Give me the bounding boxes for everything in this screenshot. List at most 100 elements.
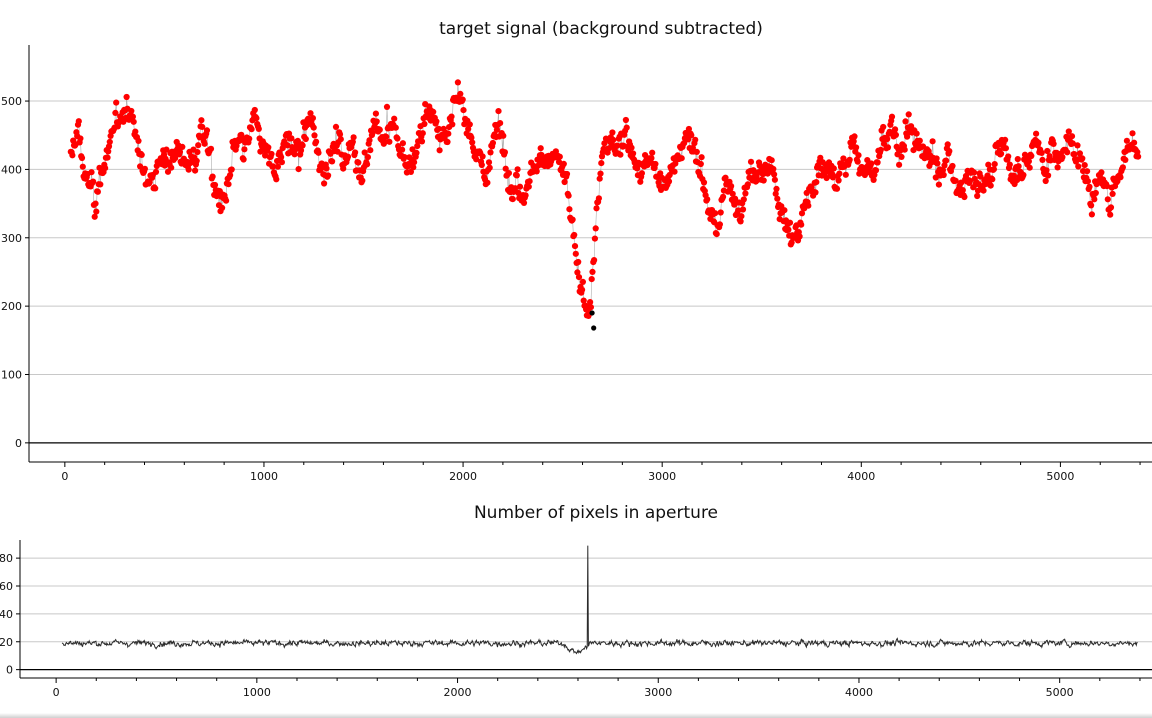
signal-point [284,142,291,149]
signal-point [179,143,186,150]
pixels-x-tick-label: 4000 [845,686,873,699]
signal-point [1050,140,1057,147]
signal-point [940,171,947,179]
signal-point [1131,139,1138,146]
signal-point [288,135,295,142]
signal-point [913,130,920,137]
signal-point [367,147,374,154]
signal-point [571,231,578,239]
signal-point [697,160,704,168]
signal-point [713,231,720,238]
signal-point [648,155,655,162]
signal-point [123,93,130,101]
signal-point [842,171,849,178]
signal-point [466,121,473,128]
signal-points [67,79,1142,319]
signal-point [649,149,656,156]
signal-point [591,257,598,264]
signal-point [737,218,744,225]
signal-point [512,185,519,192]
signal-point [1059,154,1066,161]
signal-point [364,154,371,161]
signal-point [1042,177,1049,185]
signal-point [176,148,183,156]
signal-point [990,166,998,173]
signal-point [225,181,232,188]
signal-point [738,213,745,220]
signal-point [722,174,729,181]
signal-point [1038,149,1045,156]
signal-point [1092,189,1099,197]
signal-point [888,113,896,120]
signal-point [1109,190,1116,197]
signal-point [421,120,428,128]
signal-point [413,149,420,156]
signal-point [830,165,837,172]
signal-point [274,163,281,170]
signal-point [77,135,84,142]
signal-point [1084,168,1091,175]
signal-point [195,142,202,149]
signal-point [555,158,563,166]
signal-point [1026,164,1033,171]
signal-point [991,161,998,168]
signal-point [172,155,179,162]
signal-point [943,157,950,164]
signal-point [448,113,455,120]
signal-point [961,193,968,201]
signal-point [681,140,688,147]
signal-point [593,205,600,212]
signal-point [846,156,853,163]
signal-point [1119,164,1126,171]
signal-point [449,121,456,128]
signal-point [270,163,277,170]
signal-point [1123,137,1130,144]
signal-point [575,258,582,266]
pixels-series-line [61,545,1138,655]
signal-point [1006,161,1013,168]
signal-point [970,169,978,176]
signal-point [1065,128,1072,135]
signal-point [513,172,520,179]
signal-point [90,178,97,185]
signal-point [652,160,659,168]
pixels-x-tick-label: 1000 [243,686,271,699]
signal-point [987,182,994,189]
signal-point [1081,162,1088,169]
signal-point [336,131,344,138]
pixels-panel: Number of pixels in aperture 0 20 40 60 80 0 1… [0,503,1152,699]
signal-point [525,183,532,190]
signal-point [1075,163,1082,170]
signal-point [251,106,258,114]
signal-point [896,161,903,168]
signal-point [1025,158,1032,165]
signal-point [884,144,892,151]
signal-point [373,118,380,125]
signal-point [112,109,119,116]
signal-point [337,136,344,143]
signal-x-tick-label: 4000 [847,470,875,483]
signal-point [78,154,86,162]
signal-point [610,136,617,143]
signal-point [572,250,579,257]
signal-point [796,233,803,240]
signal-point [484,179,491,186]
signal-point [870,176,877,183]
signal-x-tick-label: 0 [61,470,68,483]
signal-point [959,187,966,194]
signal-point [227,172,234,179]
signal-point [355,159,362,166]
signal-point [851,133,858,140]
signal-point [1098,169,1105,176]
signal-point [509,196,516,203]
signal-point [798,210,806,217]
signal-point [637,178,644,185]
signal-point [574,269,581,276]
signal-point [130,118,137,125]
signal-point [933,155,940,162]
signal-point [433,118,440,125]
signal-point [1033,130,1040,137]
signal-point [671,168,678,175]
signal-point [850,138,857,145]
